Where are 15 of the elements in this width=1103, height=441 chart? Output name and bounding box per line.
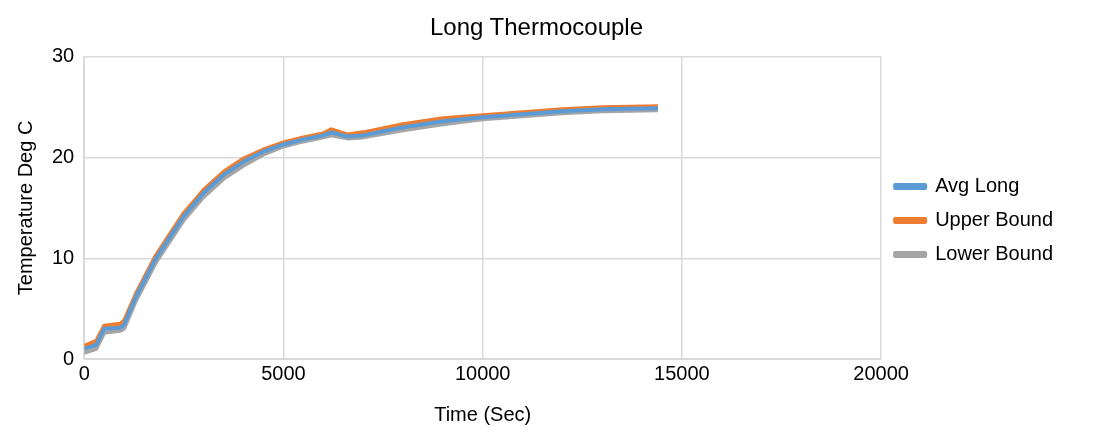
y-tick-label: 20 xyxy=(52,145,75,168)
x-tick-label: 10000 xyxy=(454,361,511,384)
chart-title: Long Thermocouple xyxy=(429,13,644,41)
y-tick-label: 30 xyxy=(52,44,75,67)
y-tick-label: 10 xyxy=(52,245,75,268)
legend-label: Upper Bound xyxy=(935,208,1054,231)
legend-label: Avg Long xyxy=(935,174,1020,197)
x-tick-label: 5000 xyxy=(261,361,306,384)
x-tick-label: 15000 xyxy=(654,361,710,384)
y-tick-label: 0 xyxy=(63,346,75,369)
x-tick-label: 20000 xyxy=(853,361,909,384)
x-tick-label: 0 xyxy=(78,361,90,384)
y-axis-title: Temperature Deg C xyxy=(13,120,36,296)
legend-label: Lower Bound xyxy=(935,242,1054,265)
x-axis-title: Time (Sec) xyxy=(434,402,532,425)
